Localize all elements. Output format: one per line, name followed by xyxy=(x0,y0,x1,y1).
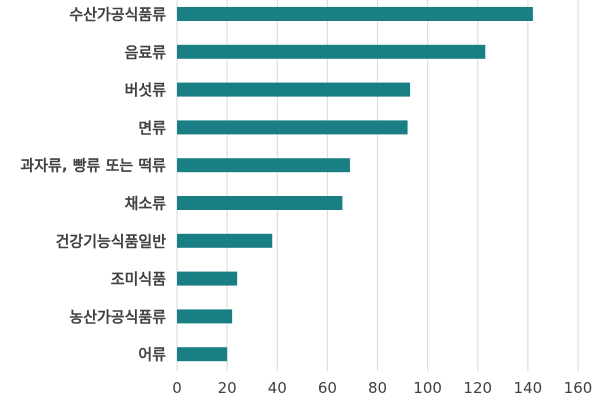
bar xyxy=(177,120,408,135)
x-tick-label: 60 xyxy=(318,379,337,397)
category-label: 건강기능식품일반 xyxy=(56,232,167,250)
x-tick-label: 140 xyxy=(514,379,543,397)
gridlines xyxy=(176,0,579,371)
bar xyxy=(177,44,486,59)
bar xyxy=(177,82,411,97)
x-tick-label: 0 xyxy=(172,379,182,397)
category-label: 농산가공식품류 xyxy=(69,308,166,326)
category-label: 조미식품 xyxy=(111,270,166,288)
bar xyxy=(177,271,238,286)
category-label: 어류 xyxy=(138,346,166,364)
bar xyxy=(177,7,533,21)
bar xyxy=(177,309,233,324)
x-tick-label: 80 xyxy=(368,379,387,397)
bar xyxy=(177,233,273,248)
x-tick-label: 20 xyxy=(218,379,237,397)
x-tick-label: 160 xyxy=(564,379,593,397)
bar xyxy=(177,158,350,173)
x-tick-label: 40 xyxy=(268,379,287,397)
bar xyxy=(177,196,343,210)
category-label: 채소류 xyxy=(125,195,167,213)
category-label: 음료류 xyxy=(125,43,167,61)
bar xyxy=(177,347,228,362)
bars xyxy=(177,7,533,362)
x-tick-labels: 0 20 40 60 80 100 120 140 160 xyxy=(172,379,592,397)
x-tick-label: 100 xyxy=(413,379,442,397)
category-label: 면류 xyxy=(138,119,166,137)
x-tick-label: 120 xyxy=(463,379,492,397)
category-label: 버섯류 xyxy=(125,81,167,99)
category-label: 과자류, 빵류 또는 떡류 xyxy=(20,157,166,175)
category-label: 수산가공식품류 xyxy=(69,6,166,24)
